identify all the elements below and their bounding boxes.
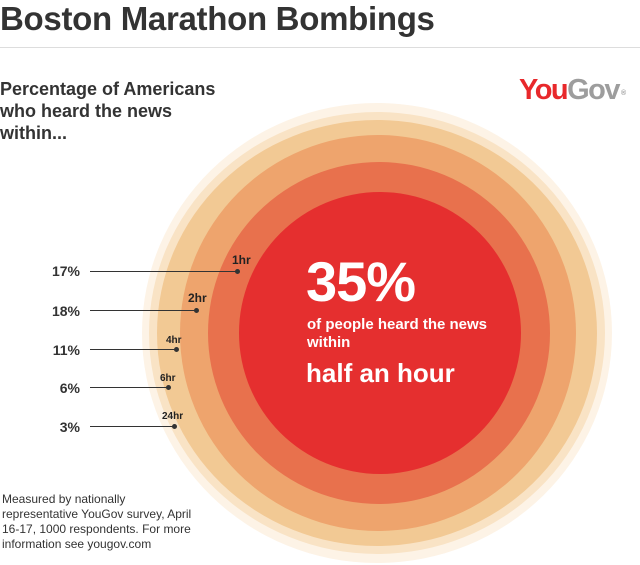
label-4hr: 4hr bbox=[166, 335, 182, 346]
pct-6hr: 6% bbox=[59, 380, 80, 396]
label-24hr: 24hr bbox=[162, 411, 184, 422]
leader-4hr bbox=[90, 349, 176, 350]
pct-24hr: 3% bbox=[59, 419, 80, 435]
pct-4hr: 11% bbox=[52, 342, 80, 358]
leader-1hr bbox=[90, 271, 237, 272]
pct-1hr: 17% bbox=[51, 263, 80, 279]
dot-4hr bbox=[174, 347, 179, 352]
dot-6hr bbox=[166, 385, 171, 390]
dot-1hr bbox=[235, 269, 240, 274]
title-divider bbox=[0, 47, 640, 48]
dot-2hr bbox=[194, 308, 199, 313]
label-6hr: 6hr bbox=[160, 373, 176, 384]
callout-value: 35% bbox=[306, 250, 416, 313]
logo-registered-mark: ® bbox=[621, 90, 626, 97]
label-2hr: 2hr bbox=[188, 291, 207, 305]
logo-you: You bbox=[519, 74, 569, 106]
ring-30min bbox=[239, 192, 521, 474]
label-1hr: 1hr bbox=[232, 253, 251, 267]
dot-24hr bbox=[172, 424, 177, 429]
yougov-logo: YouGov ® bbox=[519, 74, 626, 106]
callout-text: of people heard the news within bbox=[307, 316, 488, 351]
callout-emphasis: half an hour bbox=[306, 358, 455, 388]
leader-6hr bbox=[90, 387, 168, 388]
chart-title: Boston Marathon Bombings bbox=[0, 0, 435, 37]
logo-gov: Gov bbox=[567, 74, 620, 106]
pct-2hr: 18% bbox=[51, 303, 80, 319]
source-note: Measured by nationally representative Yo… bbox=[2, 492, 192, 551]
chart-subtitle: Percentage of Americans who heard the ne… bbox=[0, 79, 216, 143]
leader-24hr bbox=[90, 426, 174, 427]
leader-2hr bbox=[90, 310, 196, 311]
